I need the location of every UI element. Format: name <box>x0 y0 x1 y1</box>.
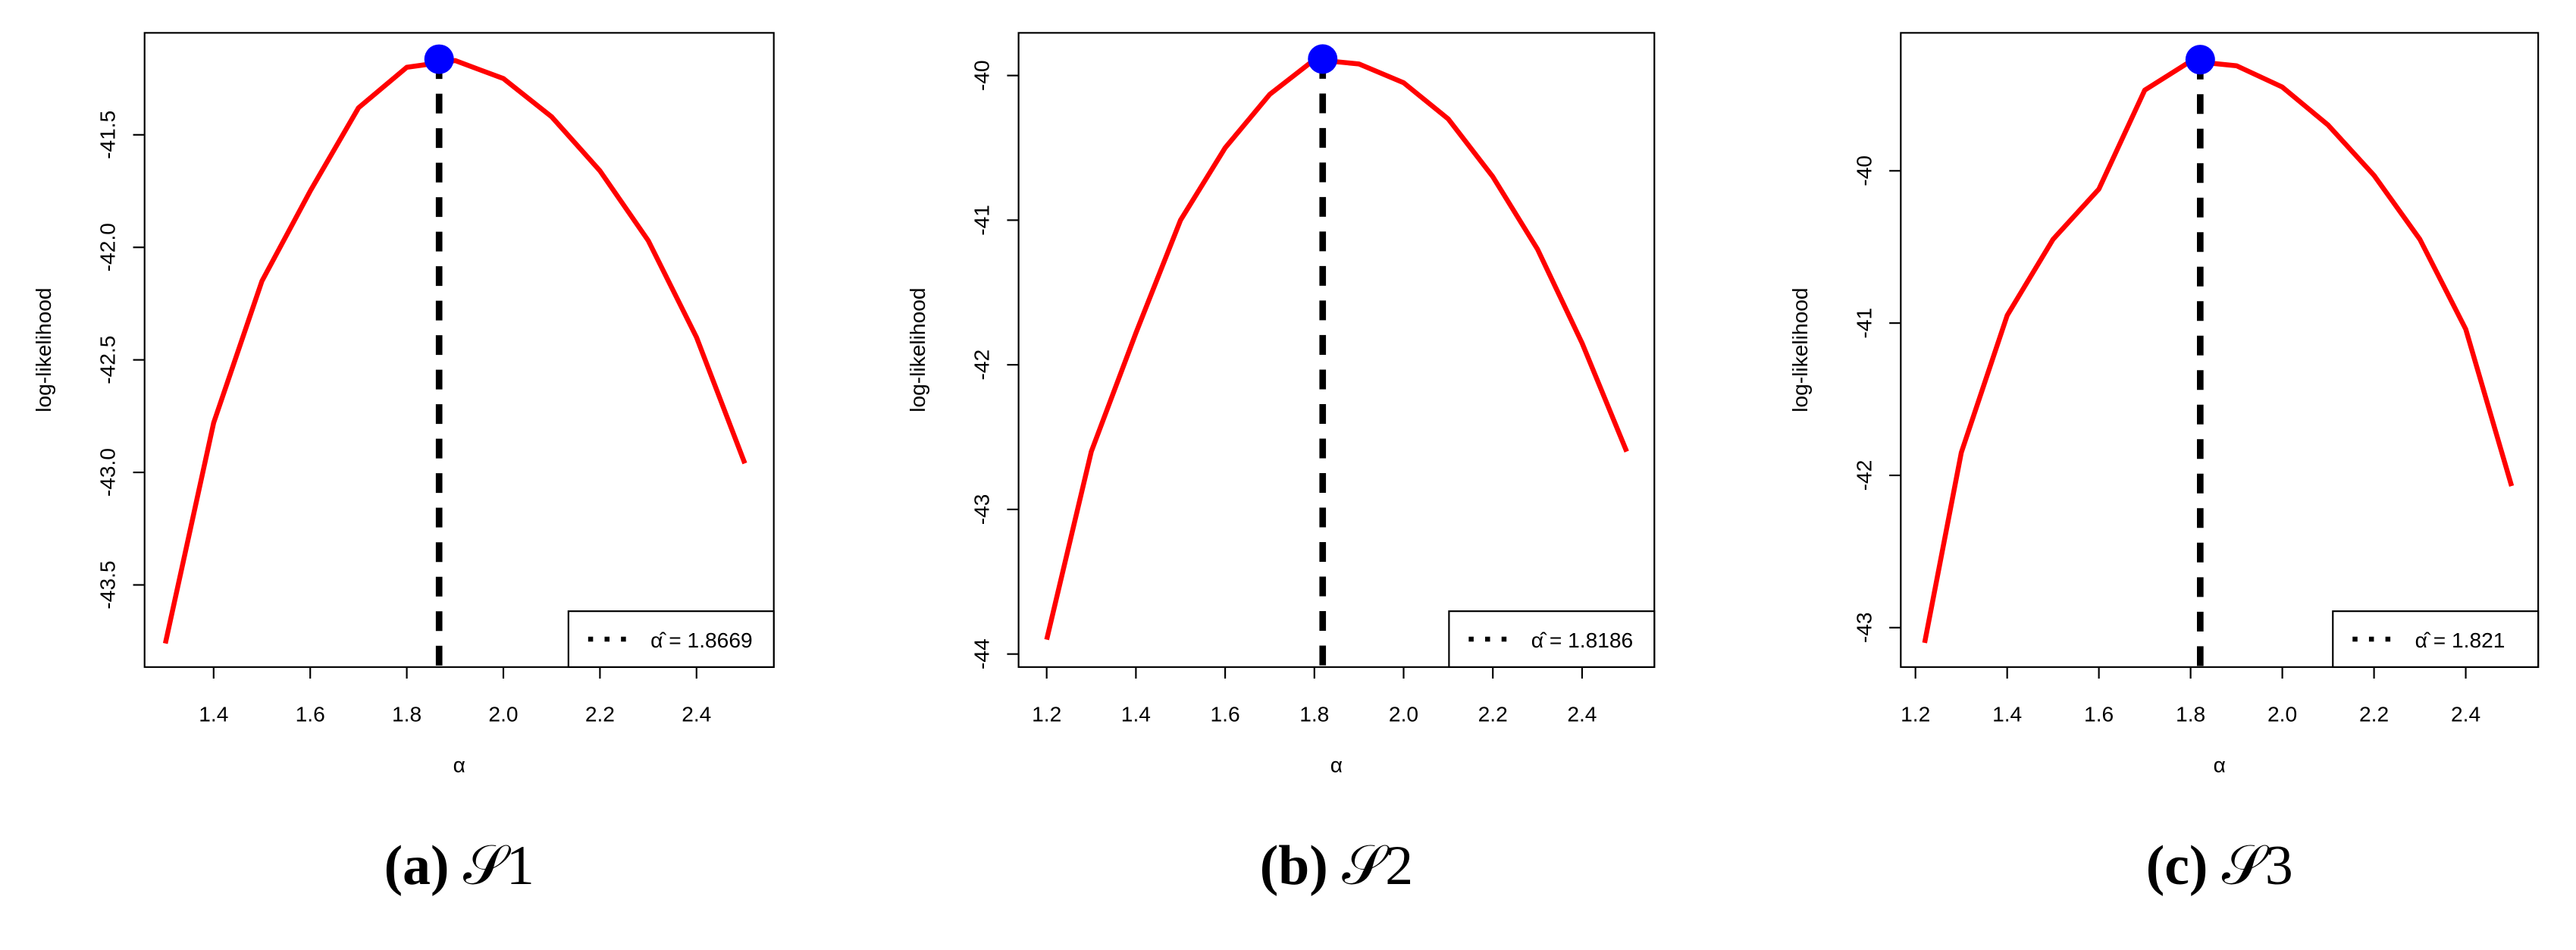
likelihood-curve <box>162 58 747 644</box>
y-tick-label: -43 <box>970 494 994 525</box>
y-axis-label: log-likelihood <box>1788 287 1812 412</box>
y-tick-label: -41.5 <box>96 111 120 159</box>
estimate-point <box>2185 45 2215 75</box>
x-tick-label: 2.4 <box>2451 701 2480 726</box>
panel: 1.4 1.6 1.8 2.0 2.2 2.4 -41.5 -42.0 -42.5 -43.0 -4… <box>31 32 775 896</box>
x-tick-label: 2.4 <box>682 701 711 726</box>
y-tick-label: -40 <box>970 60 994 91</box>
x-tick-label: 1.2 <box>1032 701 1061 726</box>
caption-label: (b) <box>1260 834 1328 896</box>
y-tick-label: -42 <box>1851 460 1876 491</box>
panel: 1.2 1.4 1.6 1.8 2.0 2.2 2.4 -40 -41 -42 -43 α log-li… <box>1788 32 2540 896</box>
x-tick-label: 1.4 <box>199 701 228 726</box>
x-tick-label: 2.2 <box>2359 701 2389 726</box>
x-tick-label: 2.0 <box>1389 701 1418 726</box>
x-tick-label: 2.0 <box>488 701 518 726</box>
y-tick-label: -43 <box>1851 612 1876 643</box>
caption: (a) 𝒮1 <box>384 834 534 896</box>
legend: α̂ = 1.821 <box>2332 610 2540 668</box>
y-tick-label: -40 <box>1851 155 1876 187</box>
x-tick-label: 1.4 <box>1992 701 2022 726</box>
likelihood-curve <box>1922 58 2515 644</box>
x-tick-label: 2.2 <box>1478 701 1508 726</box>
y-tick-label: -44 <box>970 638 994 669</box>
x-tick-label: 2.0 <box>2267 701 2297 726</box>
legend: α̂ = 1.8186 <box>1448 610 1656 668</box>
legend-box <box>567 610 775 668</box>
y-tick-label: -43.5 <box>96 560 120 609</box>
x-tick-label: 1.6 <box>296 701 325 726</box>
y-axis-label: log-likelihood <box>905 287 929 412</box>
y-tick-label: -43.0 <box>96 448 120 497</box>
plot-frame <box>143 32 775 668</box>
caption: (c) 𝒮3 <box>2146 834 2293 896</box>
likelihood-curve <box>1044 57 1629 641</box>
legend-label: α̂ = 1.821 <box>2415 628 2505 652</box>
x-axis-label: α <box>1330 753 1343 777</box>
x-tick-label: 1.8 <box>2176 701 2205 726</box>
y-tick-label: -41 <box>970 205 994 236</box>
x-tick-label: 2.4 <box>1567 701 1597 726</box>
estimate-point <box>1308 44 1338 74</box>
legend-box <box>1448 610 1656 668</box>
estimate-point <box>424 44 454 74</box>
legend-box <box>2332 610 2540 668</box>
legend-label: α̂ = 1.8186 <box>1531 628 1634 652</box>
y-tick-label: -42 <box>970 350 994 381</box>
x-tick-label: 1.8 <box>1299 701 1329 726</box>
plot-frame <box>1017 32 1656 668</box>
y-axis-label: log-likelihood <box>31 287 55 412</box>
caption-text: 𝒮2 <box>1342 834 1413 896</box>
x-tick-label: 1.6 <box>1211 701 1240 726</box>
x-tick-label: 1.8 <box>392 701 421 726</box>
legend: α̂ = 1.8669 <box>567 610 775 668</box>
x-axis-label: α <box>2214 753 2226 777</box>
caption-text: 𝒮3 <box>2222 834 2293 896</box>
x-tick-label: 1.4 <box>1121 701 1151 726</box>
y-tick-label: -41 <box>1851 308 1876 339</box>
x-tick-label: 1.6 <box>2084 701 2114 726</box>
caption: (b) 𝒮2 <box>1260 834 1413 896</box>
x-tick-label: 1.2 <box>1901 701 1930 726</box>
y-tick-label: -42.0 <box>96 223 120 271</box>
legend-label: α̂ = 1.8669 <box>650 628 753 652</box>
caption-text: 𝒮1 <box>463 834 534 896</box>
y-tick-label: -42.5 <box>96 336 120 384</box>
x-axis-label: α <box>453 753 465 777</box>
caption-label: (a) <box>384 834 450 896</box>
caption-label: (c) <box>2146 834 2208 896</box>
panel: 1.2 1.4 1.6 1.8 2.0 2.2 2.4 -40 -41 -42 -43 -44 α log… <box>905 32 1656 896</box>
plot-frame <box>1900 32 2540 668</box>
x-tick-label: 2.2 <box>585 701 615 726</box>
